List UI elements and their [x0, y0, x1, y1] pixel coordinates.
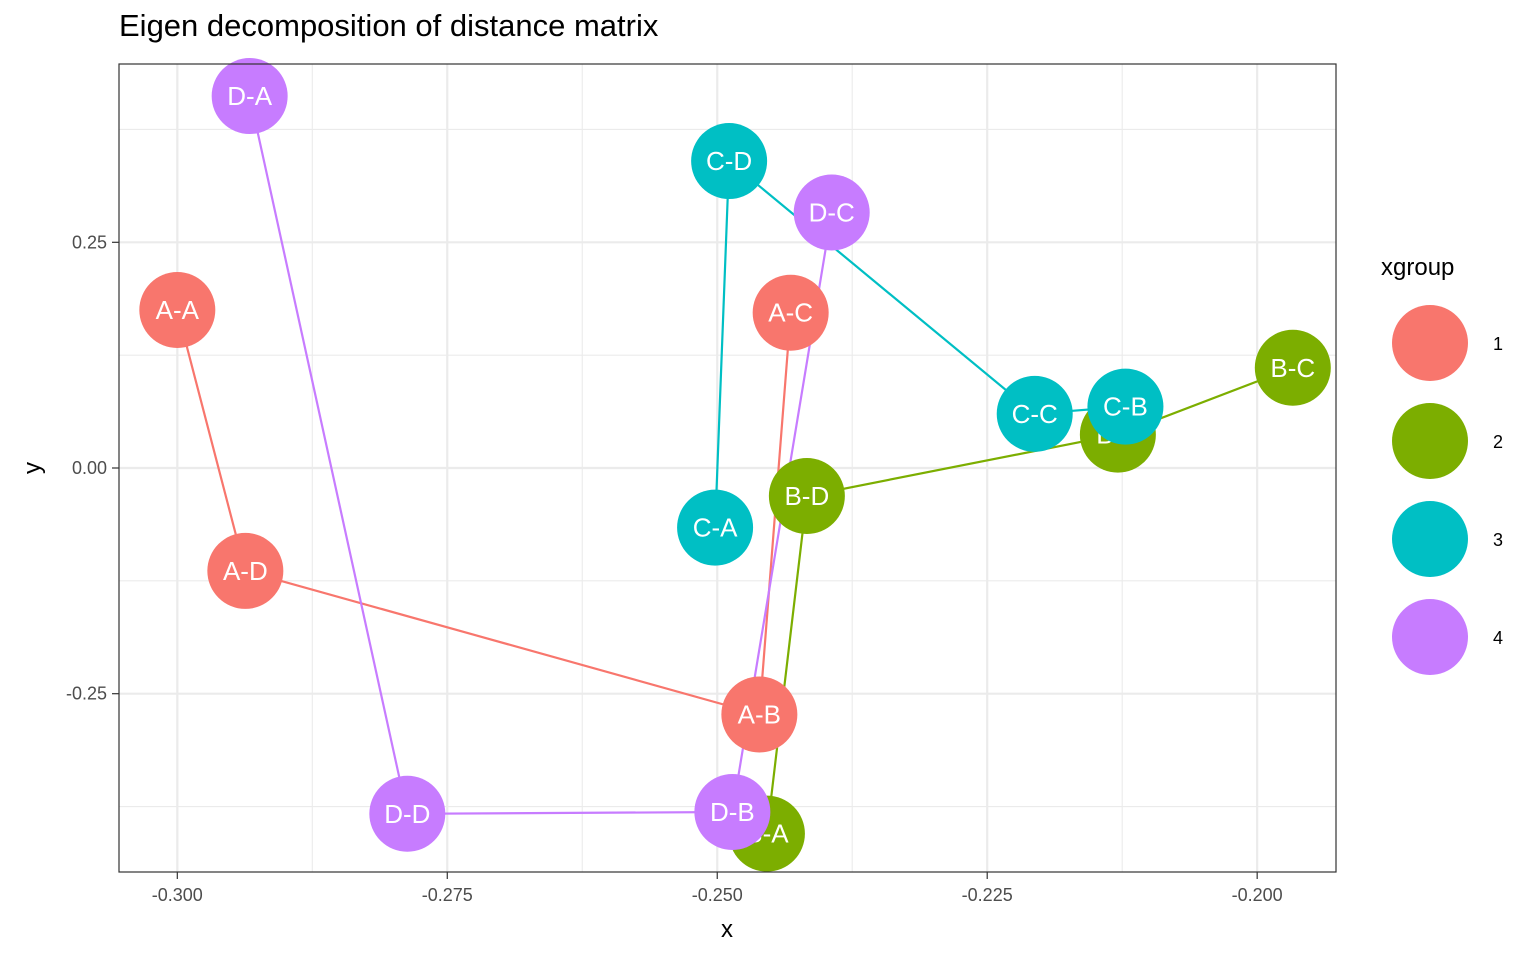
legend-label: 1	[1493, 334, 1503, 354]
data-point-c-a: C-A	[677, 489, 754, 566]
point-label: B-C	[1270, 353, 1315, 383]
data-point-a-a: A-A	[139, 272, 216, 349]
legend: xgroup 1 2 3 4	[1381, 254, 1503, 675]
legend-label: 2	[1493, 432, 1503, 452]
data-point-a-d: A-D	[207, 532, 284, 609]
legend-key	[1392, 305, 1468, 381]
point-label: D-D	[384, 799, 430, 829]
axes: -0.300 -0.275 -0.250 -0.225 -0.200 0.25 0.00 -0…	[66, 232, 1283, 905]
point-marker	[694, 773, 771, 850]
point-marker	[721, 676, 798, 753]
x-tick-label: -0.300	[152, 885, 203, 905]
point-label: D-B	[710, 797, 755, 827]
point-label: A-A	[156, 295, 200, 325]
data-point-c-b: C-B	[1087, 368, 1164, 445]
legend-item-4: 4	[1392, 599, 1503, 675]
point-label: C-C	[1012, 399, 1058, 429]
x-tick-label: -0.250	[692, 885, 743, 905]
data-point-c-c: C-C	[996, 375, 1073, 452]
point-label: A-C	[768, 298, 813, 328]
x-tick-label: -0.275	[422, 885, 473, 905]
point-label: B-D	[784, 481, 829, 511]
legend-key	[1392, 599, 1468, 675]
y-axis-title: y	[19, 462, 46, 474]
point-marker	[207, 532, 284, 609]
data-point-d-c: D-C	[793, 174, 870, 251]
series-line-3	[714, 158, 1126, 528]
legend-label: 3	[1493, 530, 1503, 550]
point-marker	[793, 174, 870, 251]
point-label: C-B	[1103, 392, 1148, 422]
point-marker	[677, 489, 754, 566]
x-tick-label: -0.225	[962, 885, 1013, 905]
legend-key	[1392, 403, 1468, 479]
data-point-c-d: C-D	[691, 123, 768, 200]
point-marker	[768, 457, 845, 534]
legend-title: xgroup	[1381, 254, 1454, 281]
series-points: A-AA-DA-BA-CB-AB-DB-BB-CC-AC-DC-CC-BD-AD…	[139, 58, 1331, 872]
data-point-d-b: D-B	[694, 773, 771, 850]
point-marker	[139, 272, 216, 349]
legend-item-2: 2	[1392, 403, 1503, 479]
data-point-d-a: D-A	[211, 58, 288, 135]
data-point-a-c: A-C	[752, 274, 829, 351]
point-marker	[691, 123, 768, 200]
point-marker	[996, 375, 1073, 452]
point-label: C-D	[706, 146, 752, 176]
data-point-b-c: B-C	[1254, 329, 1331, 406]
data-point-d-d: D-D	[369, 775, 446, 852]
x-axis-title: x	[721, 916, 733, 943]
y-tick-label: 0.25	[72, 232, 107, 252]
point-label: A-D	[223, 556, 268, 586]
point-label: D-A	[227, 81, 272, 111]
point-label: C-A	[693, 513, 738, 543]
data-point-b-d: B-D	[768, 457, 845, 534]
legend-item-1: 1	[1392, 305, 1503, 381]
point-marker	[211, 58, 288, 135]
point-label: D-C	[809, 198, 855, 228]
legend-key	[1392, 501, 1468, 577]
y-tick-label: -0.25	[66, 684, 107, 704]
point-marker	[752, 274, 829, 351]
data-point-a-b: A-B	[721, 676, 798, 753]
series-line-2	[765, 366, 1294, 834]
point-label: A-B	[738, 699, 781, 729]
y-tick-label: 0.00	[72, 458, 107, 478]
legend-label: 4	[1493, 628, 1503, 648]
legend-item-3: 3	[1392, 501, 1503, 577]
point-marker	[1254, 329, 1331, 406]
x-tick-label: -0.200	[1232, 885, 1283, 905]
point-marker	[1087, 368, 1164, 445]
point-marker	[369, 775, 446, 852]
chart-title: Eigen decomposition of distance matrix	[119, 8, 659, 43]
